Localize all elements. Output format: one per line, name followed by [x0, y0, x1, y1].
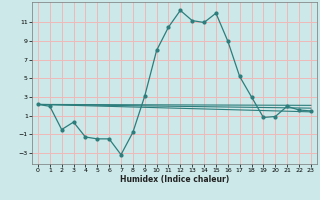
X-axis label: Humidex (Indice chaleur): Humidex (Indice chaleur) — [120, 175, 229, 184]
